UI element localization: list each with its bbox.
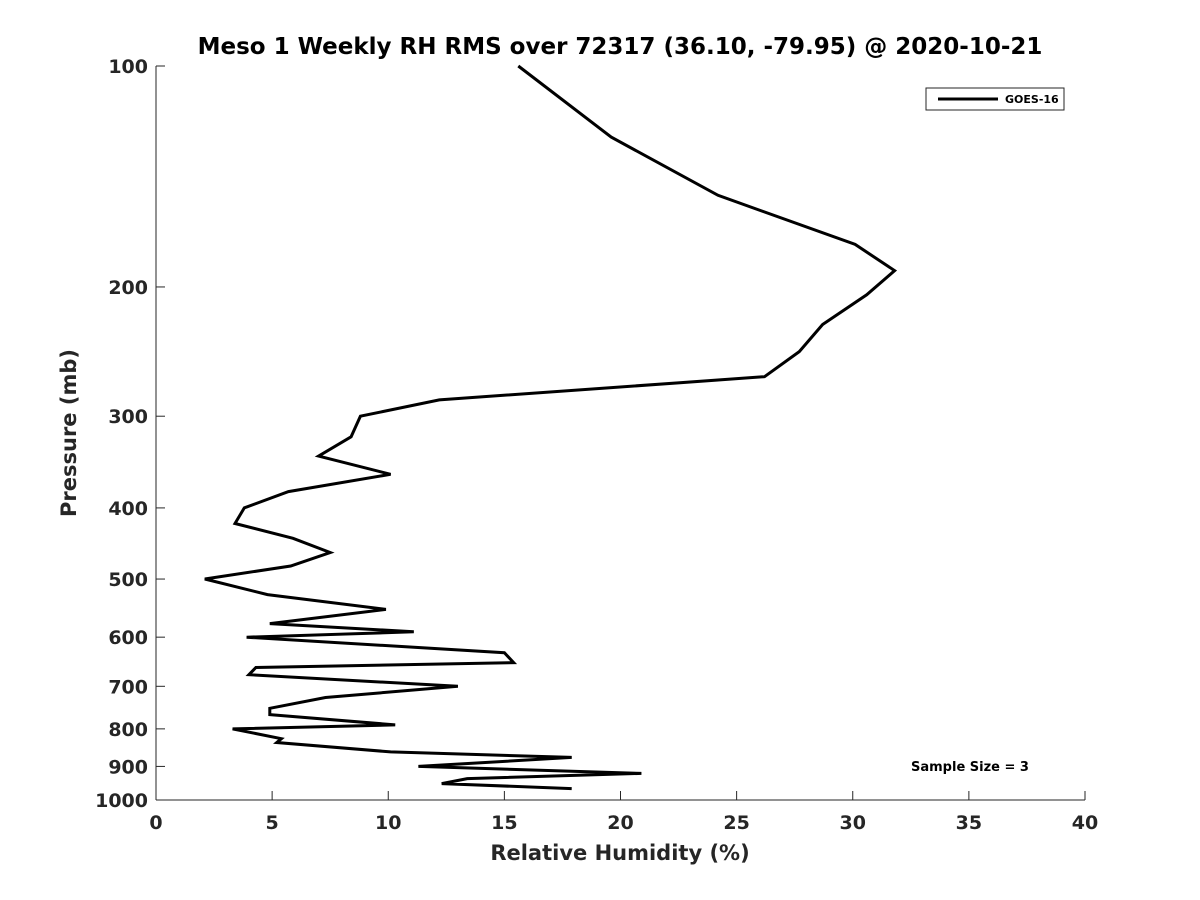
plot-area <box>155 66 1085 801</box>
y-tick-label: 100 <box>108 56 148 78</box>
legend: GOES-16 <box>925 87 1065 111</box>
series-line-goes16 <box>204 64 898 791</box>
x-tick-label: 30 <box>840 812 866 834</box>
x-tick-label: 0 <box>149 812 162 834</box>
x-tick-label: 15 <box>491 812 517 834</box>
y-tick-label: 400 <box>108 498 148 520</box>
x-axis-label: Relative Humidity (%) <box>490 841 749 865</box>
legend-label-goes16: GOES-16 <box>1005 93 1059 106</box>
x-tick-label: 35 <box>956 812 982 834</box>
y-tick-label: 500 <box>108 569 148 591</box>
x-tick-label: 25 <box>723 812 749 834</box>
y-tick-label: 700 <box>108 676 148 698</box>
x-axis-ticks: 0 5 10 15 20 25 30 35 40 <box>149 791 1098 834</box>
y-axis-ticks: 100 200 300 400 500 600 700 800 900 1000 <box>95 56 165 812</box>
y-tick-label: 800 <box>108 719 148 741</box>
y-tick-label: 300 <box>108 406 148 428</box>
y-tick-label: 900 <box>108 756 148 778</box>
y-tick-label: 600 <box>108 627 148 649</box>
y-tick-label: 1000 <box>95 790 148 812</box>
chart-title: Meso 1 Weekly RH RMS over 72317 (36.10, … <box>198 34 1043 60</box>
x-tick-label: 10 <box>375 812 401 834</box>
x-tick-label: 40 <box>1072 812 1098 834</box>
x-tick-label: 20 <box>607 812 633 834</box>
x-tick-label: 5 <box>266 812 279 834</box>
y-tick-label: 200 <box>108 277 148 299</box>
sample-size-annotation: Sample Size = 3 <box>911 760 1029 775</box>
series-layer <box>204 64 898 791</box>
y-axis-label: Pressure (mb) <box>57 349 81 517</box>
